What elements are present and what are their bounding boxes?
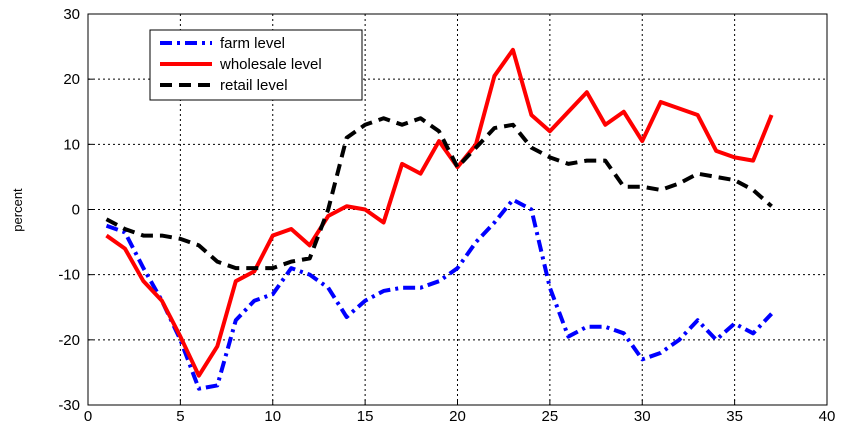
x-tick-label: 20 — [449, 408, 466, 425]
x-tick-label: 40 — [819, 408, 836, 425]
x-tick-label: 15 — [357, 408, 374, 425]
series-line — [105, 116, 773, 271]
y-tick-label: 10 — [63, 136, 80, 153]
legend-label: wholesale level — [219, 56, 322, 73]
y-tick-label: 20 — [63, 71, 80, 88]
series-line — [105, 47, 774, 378]
x-tick-label: 10 — [264, 408, 281, 425]
y-axis-label: percent — [10, 188, 25, 232]
x-tick-label: 35 — [726, 408, 743, 425]
x-tick-label: 0 — [84, 408, 92, 425]
x-tick-label: 30 — [634, 408, 651, 425]
y-tick-label: 30 — [63, 6, 80, 23]
legend-label: farm level — [220, 35, 285, 52]
x-tick-label: 5 — [176, 408, 184, 425]
y-tick-label: -30 — [58, 397, 80, 414]
y-tick-label: -20 — [58, 332, 80, 349]
series-line — [105, 197, 774, 391]
y-tick-label: -10 — [58, 267, 80, 284]
y-tick-label: 0 — [72, 202, 80, 219]
legend-label: retail level — [220, 77, 288, 94]
x-tick-label: 25 — [542, 408, 559, 425]
plot-frame — [87, 13, 828, 406]
